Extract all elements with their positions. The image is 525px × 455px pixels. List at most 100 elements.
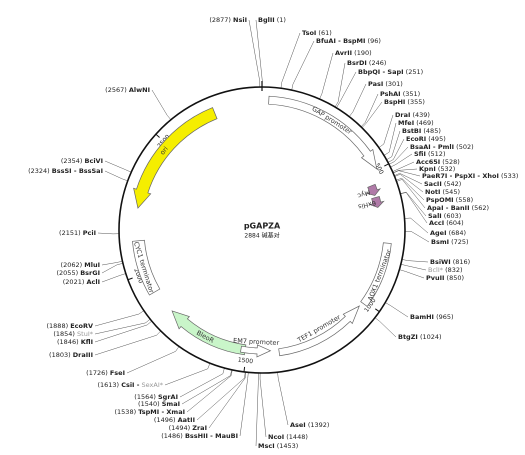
site-label: AseI (1392) [290,421,329,429]
site-name: NcoI [268,433,284,441]
tick-label: 1500 [237,357,253,366]
site-label: BbpQI - SapI (251) [358,68,423,76]
site-label: EcoRI (495) [406,135,446,143]
site-label: (2354) BciVI [61,157,103,165]
site-name: BssSI - BssSaI [52,167,103,175]
site-label: BstBI (485) [402,127,441,135]
site-name: AlwNI [129,86,150,94]
site-position: (533) [501,172,518,180]
site-name: FseI [110,369,125,377]
site-name: MscI [258,442,275,450]
site-name: BfuAI - BspMI [316,37,365,45]
site-position: (1392) [308,421,330,429]
leader-line [387,138,405,163]
leader-line [396,179,426,209]
site-label: AgeI (684) [430,229,466,237]
feature-arc [132,239,161,296]
site-name: KpnI [419,165,436,173]
site-name: PaeR7I - PspXI - XhoI [422,172,499,180]
leader-line [385,302,409,318]
site-position: (485) [423,127,440,135]
feature-arc [133,107,218,209]
leader-line [248,19,261,88]
leader-line [393,170,421,177]
site-position: (355) [407,98,424,106]
site-name: PasI [368,80,383,88]
feature-arc [171,310,247,356]
site-position: (545) [443,188,460,196]
leader-line [378,114,394,148]
site-label: PspOMI (558) [426,196,473,204]
site-name: AseI [290,421,306,429]
site-label: AccI (604) [429,219,464,227]
leader-line [186,369,233,413]
site-label: NotI (545) [425,188,460,196]
site-name: DraI [395,111,410,119]
site-position: (1846) [57,338,79,346]
leader-line [97,232,120,235]
leader-line [164,363,211,386]
site-label: (2324) BssSI - BssSaI [28,167,103,175]
site-position: (832) [445,266,462,274]
site-position: (1486) [161,432,183,440]
site-label: (2055) BsrGI [57,269,101,277]
site-name: AvrII [335,49,352,57]
leader-line [404,230,430,243]
leader-line [394,173,423,185]
site-position: (1854) [53,330,75,338]
site-name: BciVI [85,157,103,165]
site-name: BbpQI - SapI [358,68,404,76]
leader-line [94,310,145,327]
site-label: MscI (1453) [258,442,298,450]
site-label: SalI (603) [428,212,461,220]
site-position: (301) [385,80,402,88]
site-position: (2567) [105,86,127,94]
site-name: AccI [429,219,444,227]
site-position: (512) [428,150,445,158]
site-label: (1538) TspMI - XmaI [115,408,186,416]
site-name: NsiI [233,16,247,24]
site-label: KpnI (532) [419,165,455,173]
site-position: (2062) [61,261,83,269]
site-position: (1448) [286,433,308,441]
site-position: (2055) [57,269,79,277]
site-position: (528) [442,158,459,166]
leader-line [94,318,151,335]
leader-line [126,346,180,374]
leader-line [392,168,418,173]
site-label: BfuAI - BspMI (96) [316,37,381,45]
site-position: (850) [447,274,464,282]
site-name: BclI* [428,266,444,274]
site-position: (816) [453,258,470,266]
feature-arc [368,195,385,208]
site-label: (1846) KflI [57,338,93,346]
leader-line [319,52,334,100]
site-label: (2021) AclI [63,278,100,286]
feature-arc [268,95,378,170]
tick-mark [155,133,160,138]
site-label: SfiI (512) [414,150,445,158]
site-name: BsiWI [430,258,451,266]
site-position: (61) [318,29,331,37]
site-name: CsiI - [121,381,140,389]
site-position: (1494) [169,424,191,432]
site-label: MfeI (469) [398,119,434,127]
site-position: (604) [446,219,463,227]
site-position: (2021) [63,278,85,286]
tick-mark [127,277,133,281]
site-position: (558) [456,196,473,204]
leader-line [386,130,401,160]
site-position: (965) [436,313,453,321]
leader-line [348,83,367,117]
feature-arc [365,183,382,196]
site-position: (1453) [277,442,299,450]
site-label: (2877) NsiI [209,16,247,24]
site-name: BsaAI - PmlI [410,143,454,151]
plasmid-size: 2884 碱基对 [244,232,279,240]
site-position: (1024) [420,333,442,341]
site-label: BglII (1) [258,16,286,24]
site-name: EcoRI [406,135,426,143]
site-name: NotI [425,188,440,196]
site-name: EcoRV [70,322,93,330]
